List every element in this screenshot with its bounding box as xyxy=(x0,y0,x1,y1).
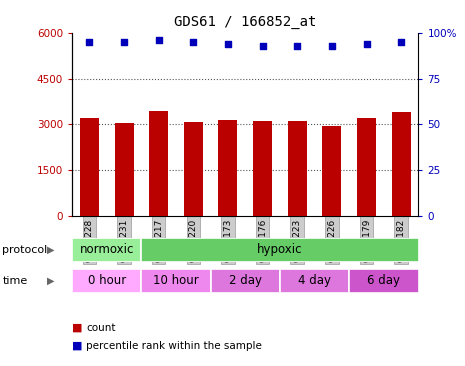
Text: ■: ■ xyxy=(72,322,83,333)
Point xyxy=(363,41,370,47)
Point xyxy=(190,39,197,45)
Text: 10 hour: 10 hour xyxy=(153,274,199,287)
Text: ■: ■ xyxy=(72,341,83,351)
Title: GDS61 / 166852_at: GDS61 / 166852_at xyxy=(174,15,317,29)
Bar xyxy=(114,123,133,216)
Point xyxy=(293,43,301,49)
Bar xyxy=(280,269,349,293)
Text: protocol: protocol xyxy=(2,244,47,255)
Text: 4 day: 4 day xyxy=(298,274,331,287)
Bar xyxy=(149,111,168,216)
Bar xyxy=(72,238,141,262)
Text: percentile rank within the sample: percentile rank within the sample xyxy=(86,341,262,351)
Text: ▶: ▶ xyxy=(47,244,55,255)
Text: hypoxic: hypoxic xyxy=(257,243,303,256)
Text: normoxic: normoxic xyxy=(80,243,134,256)
Text: time: time xyxy=(2,276,27,286)
Text: ▶: ▶ xyxy=(47,276,55,286)
Text: 0 hour: 0 hour xyxy=(87,274,126,287)
Point xyxy=(224,41,232,47)
Bar xyxy=(288,122,307,216)
Text: count: count xyxy=(86,322,115,333)
Bar xyxy=(219,120,238,216)
Text: 6 day: 6 day xyxy=(367,274,400,287)
Point xyxy=(120,39,128,45)
Point xyxy=(259,43,266,49)
Bar xyxy=(184,122,203,216)
Bar xyxy=(211,269,280,293)
Point xyxy=(86,39,93,45)
Bar xyxy=(141,269,211,293)
Point xyxy=(328,43,336,49)
Bar xyxy=(72,269,141,293)
Bar xyxy=(80,118,99,216)
Point xyxy=(398,39,405,45)
Text: 2 day: 2 day xyxy=(229,274,262,287)
Bar xyxy=(253,122,272,216)
Bar xyxy=(322,126,341,216)
Point xyxy=(155,37,162,43)
Bar xyxy=(392,112,411,216)
Bar xyxy=(141,238,418,262)
Bar xyxy=(357,118,376,216)
Bar xyxy=(349,269,418,293)
